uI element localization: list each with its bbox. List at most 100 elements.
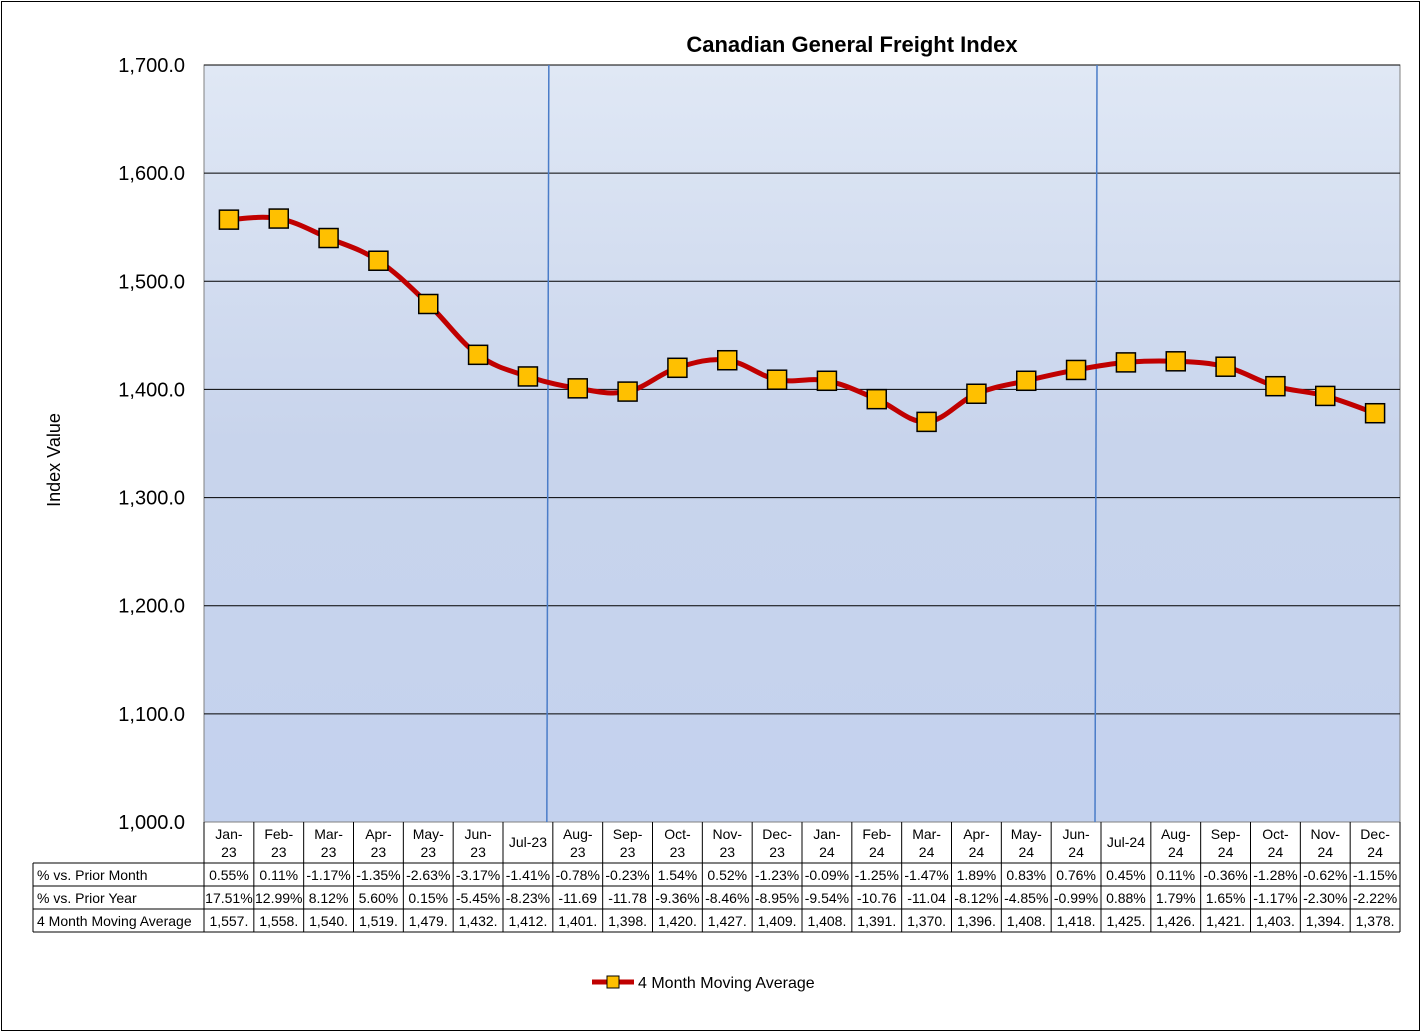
table-cell: 1,479. [409,913,448,929]
plot-area [203,64,1401,823]
table-cell: 0.45% [1106,867,1146,883]
y-tick-label: 1,500.0 [118,271,185,293]
table-cell: 1,421. [1206,913,1245,929]
x-tick-label: Mar- [912,826,941,842]
x-tick-label: 23 [570,844,586,860]
table-cell: -10.76 [857,890,897,906]
table-cell: 1.65% [1206,890,1246,906]
legend-marker [606,975,620,989]
y-axis-label: Index Value [44,413,64,507]
x-tick-label: Jan- [813,826,841,842]
data-point [1315,385,1336,407]
table-row-label: % vs. Prior Month [37,867,147,883]
x-tick-label: Jul-24 [1107,834,1145,850]
x-tick-label: 24 [1268,844,1284,860]
table-cell: 0.11% [259,867,298,883]
data-point [866,388,887,410]
x-tick-label: 24 [1218,844,1234,860]
table-cell: 1,420. [658,913,697,929]
table-cell: -1.25% [855,867,899,883]
x-tick-label: 24 [969,844,985,860]
data-point [1065,359,1087,381]
table-cell: 17.51% [205,890,252,906]
x-tick-label: 23 [719,844,735,860]
legend: 4 Month Moving Average [592,975,815,992]
x-tick-label: Apr- [963,826,990,842]
x-tick-label: Aug- [563,826,593,842]
table-cell: -9.36% [655,890,699,906]
table-cell: -11.69 [558,890,597,906]
y-tick-label: 1,300.0 [118,488,185,510]
x-tick-label: 23 [271,844,287,860]
x-tick-label: 24 [1317,844,1333,860]
vertical-marker-line [1094,64,1098,823]
data-point [717,349,738,371]
x-tick-label: Sep- [1211,826,1241,842]
x-tick-label: Feb- [862,826,891,842]
y-tick-label: 1,200.0 [118,596,185,618]
data-point [1265,375,1286,397]
x-tick-label: 24 [1168,844,1184,860]
data-point [816,370,838,392]
data-point [1215,356,1236,377]
table-cell: 5.60% [359,890,399,906]
table-cell: 1,427. [708,913,747,929]
x-tick-label: Nov- [1310,826,1340,842]
y-tick-label: 1,400.0 [118,379,185,401]
table-cell: 1,409. [758,913,797,929]
table-cell: 1.89% [957,867,997,883]
table-cell: 1,394. [1306,913,1345,929]
table-cell: -1.35% [356,867,400,883]
y-tick-layer: 1,000.0 1,100.0 1,200.0 1,300.0 1,400.0 1,500… [118,55,185,834]
x-tick-label: 23 [670,844,686,860]
table-cell: -1.47% [904,867,948,883]
table-cell: -1.28% [1253,867,1297,883]
x-tick-label: Jan- [215,826,243,842]
table-row-label: 4 Month Moving Average [37,913,192,929]
table-cell: 1,398. [608,913,647,929]
data-point [418,293,439,315]
data-point [916,411,937,433]
table-cell: -8.95% [755,890,799,906]
data-point [617,381,638,402]
data-point [318,227,339,249]
table-cell: 0.11% [1156,867,1195,883]
table-cell: -11.04 [907,890,946,906]
y-tick-label: 1,100.0 [118,704,185,726]
table-cell: 1,412. [508,913,547,929]
table-cell: -4.85% [1004,890,1048,906]
x-tick-label: Nov- [712,826,742,842]
table-cell: 0.15% [408,890,448,906]
table-cell: 1,391. [857,913,896,929]
table-cell: 1,418. [1057,913,1096,929]
x-tick-label: May- [1011,826,1042,842]
x-tick-label: Oct- [664,826,691,842]
table-cell: 0.88% [1106,890,1146,906]
x-tick-label: 23 [221,844,237,860]
x-tick-label: Sep- [613,826,643,842]
data-point [517,366,539,387]
table-cell: 1,540. [309,913,348,929]
x-tick-label: 23 [769,844,785,860]
x-tick-label: 23 [321,844,337,860]
data-point [567,378,588,399]
x-tick-label: 24 [819,844,835,860]
data-point [1165,351,1186,372]
vertical-marker-line [546,64,550,823]
table-cell: -1.41% [506,867,550,883]
data-point [218,209,240,230]
table-cell: -0.99% [1054,890,1098,906]
x-tick-label: 23 [420,844,436,860]
table-cell: -0.23% [605,867,649,883]
table-cell: -2.30% [1303,890,1347,906]
x-tick-label: 24 [1367,844,1383,860]
data-point [467,344,489,366]
x-tick-label: Jul-23 [509,834,547,850]
data-point [1016,370,1037,392]
table-cell: 1.79% [1156,890,1196,906]
data-point [368,250,389,271]
data-point [766,369,788,390]
table-cell: -8.46% [705,890,749,906]
legend-label: 4 Month Moving Average [638,975,815,992]
